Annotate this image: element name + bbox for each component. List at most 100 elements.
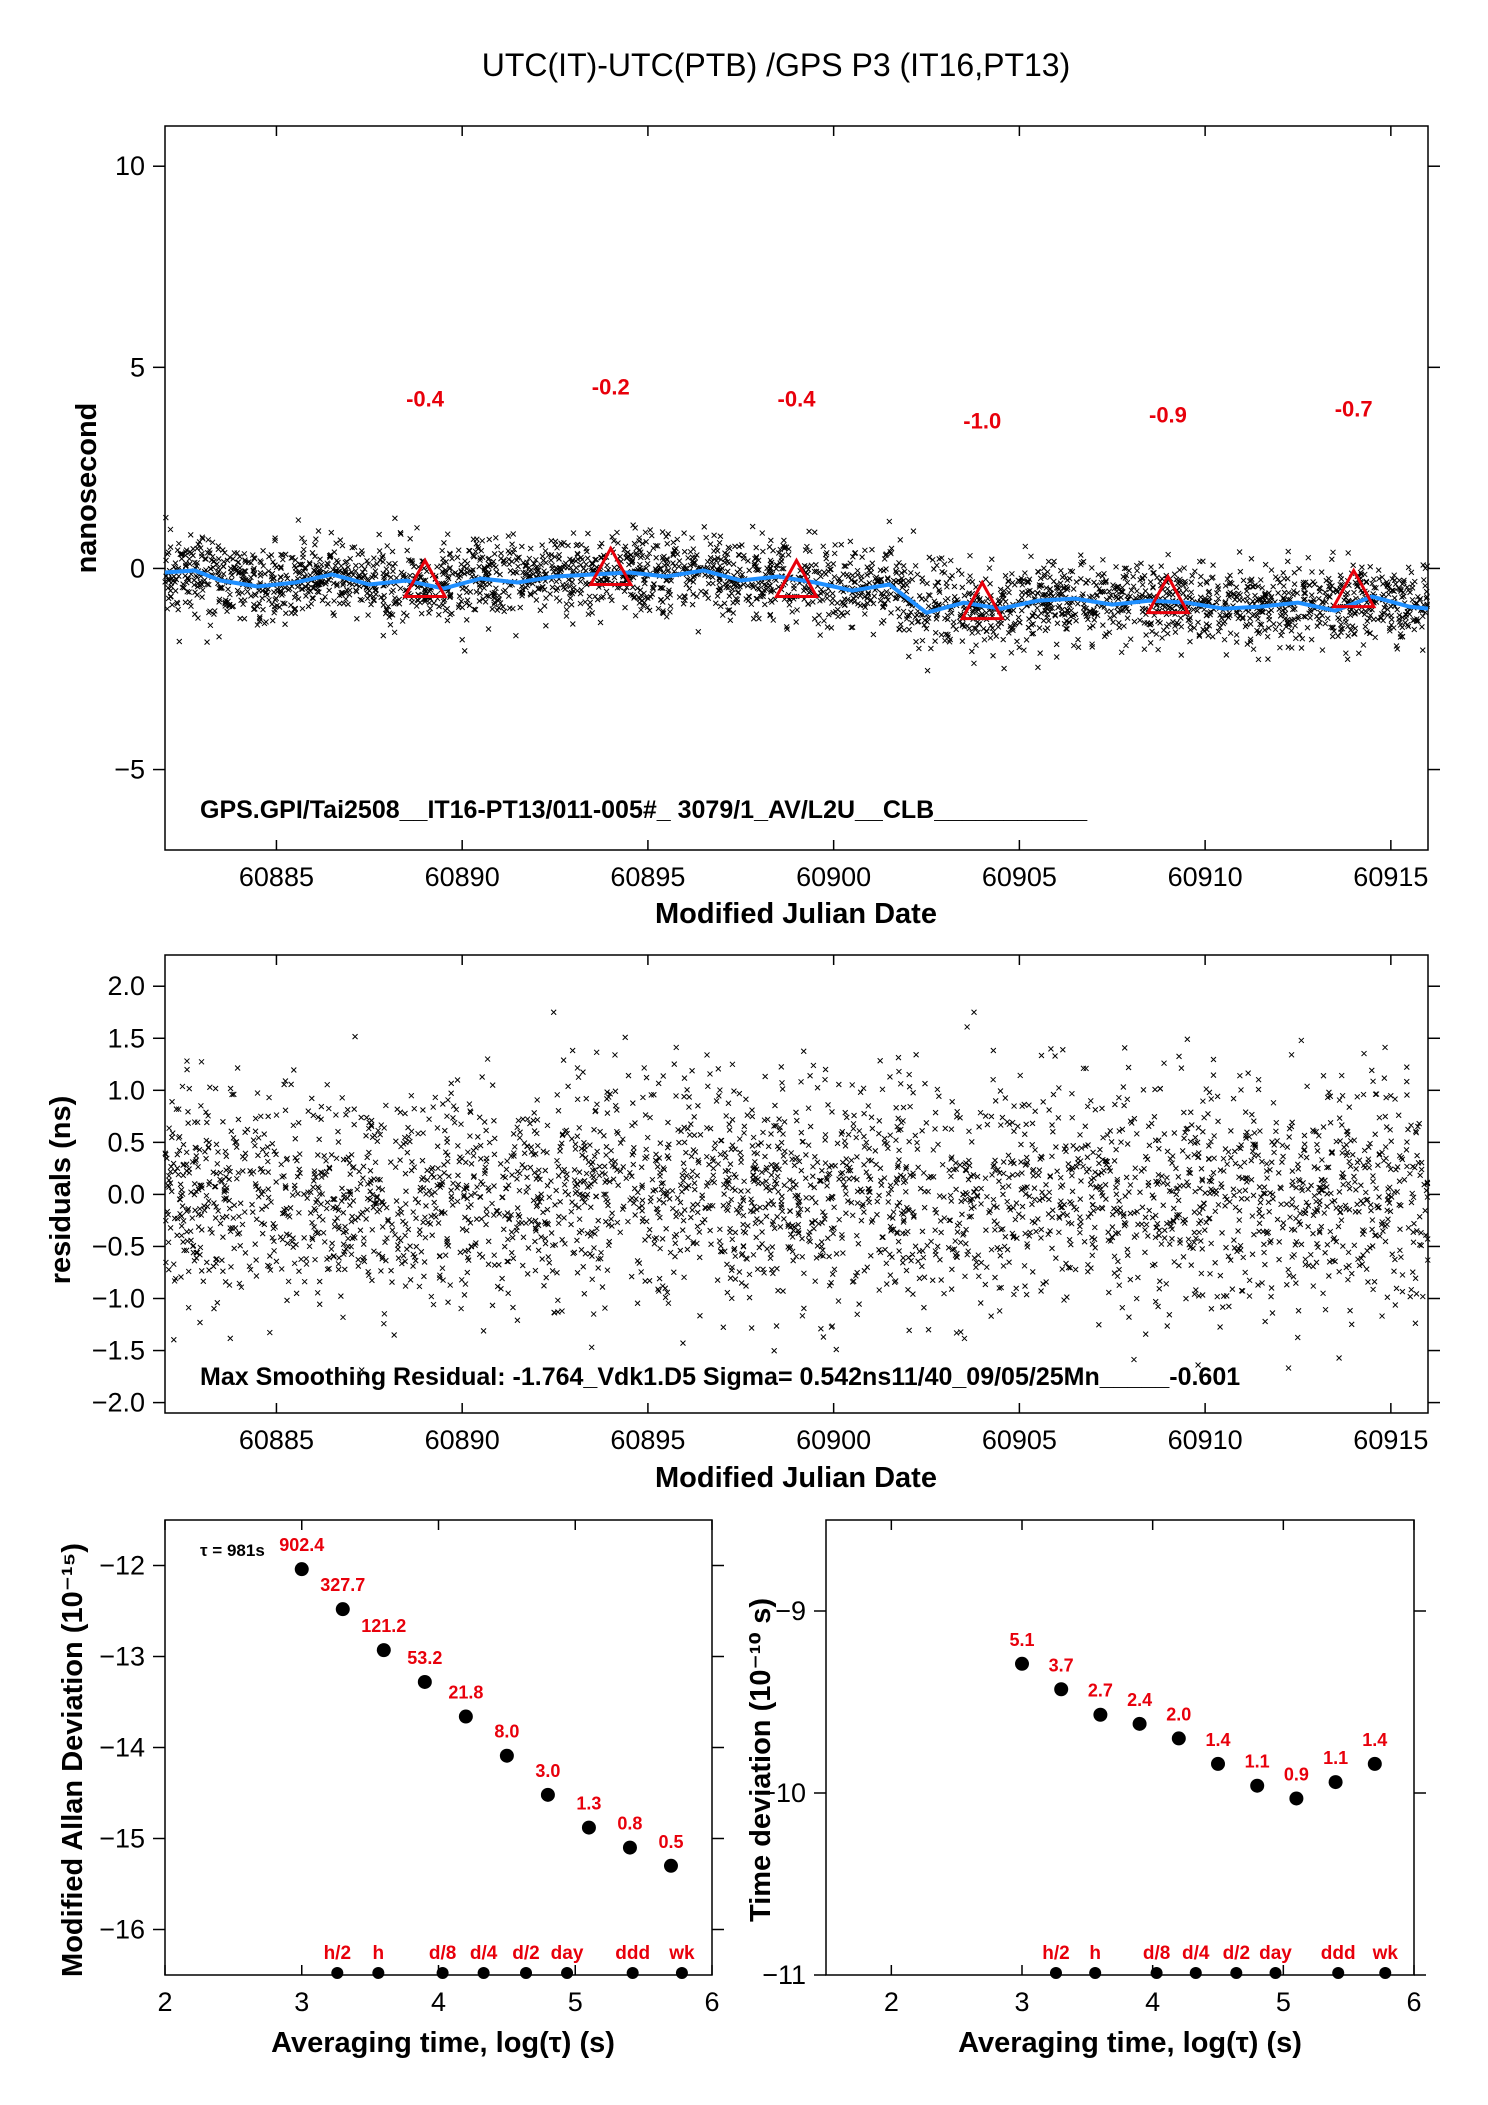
- data-point: [893, 563, 900, 570]
- residual-point: [408, 1092, 415, 1099]
- data-point: [1364, 628, 1370, 635]
- residual-point: [1156, 1285, 1163, 1292]
- data-point: [683, 581, 690, 588]
- data-point: [1240, 596, 1246, 603]
- data-point: [1277, 644, 1283, 651]
- data-point: [802, 547, 809, 553]
- data-point: [737, 583, 743, 590]
- residual-point: [1267, 1166, 1273, 1173]
- residual-point: [1371, 1278, 1378, 1285]
- residual-point: [630, 1161, 637, 1168]
- residual-point: [1095, 1153, 1102, 1160]
- residual-point: [976, 1124, 982, 1130]
- data-point: [644, 595, 651, 602]
- residual-point: [964, 1024, 970, 1030]
- data-point: [1035, 568, 1041, 575]
- residual-point: [914, 1146, 921, 1152]
- residual-point: [743, 1283, 749, 1289]
- data-point: [710, 562, 717, 569]
- residual-point: [474, 1184, 480, 1190]
- data-point: [933, 612, 940, 619]
- residual-point: [265, 1194, 272, 1201]
- residual-point: [504, 1258, 511, 1265]
- residual-point: [165, 1239, 172, 1246]
- residual-point: [1030, 1173, 1037, 1179]
- residual-point: [174, 1232, 180, 1239]
- data-point: [906, 612, 913, 619]
- data-point: [1221, 636, 1228, 643]
- residual-point: [822, 1137, 828, 1143]
- data-point: [1330, 549, 1336, 556]
- data-point: [753, 611, 760, 618]
- data-point: [271, 589, 277, 595]
- data-point: [299, 535, 305, 542]
- data-point: [1337, 581, 1344, 588]
- residual-point: [765, 1183, 771, 1190]
- data-point: [1352, 610, 1358, 616]
- data-point: [323, 578, 329, 585]
- residual-point: [845, 1167, 852, 1174]
- residual-point: [536, 1199, 543, 1205]
- residual-point: [1283, 1281, 1290, 1288]
- residual-point: [1192, 1287, 1199, 1293]
- residual-point: [1353, 1166, 1359, 1172]
- residual-point: [854, 1311, 861, 1318]
- data-point: [736, 543, 742, 550]
- data-point: [396, 600, 403, 607]
- residual-point: [977, 1109, 984, 1116]
- residual-point: [581, 1290, 588, 1297]
- residual-point: [523, 1189, 530, 1195]
- data-point: [1157, 578, 1164, 585]
- data-point: [282, 610, 289, 617]
- data-point: [303, 593, 309, 599]
- data-point: [1318, 569, 1325, 576]
- residual-point: [681, 1207, 688, 1213]
- residual-point: [1295, 1307, 1302, 1314]
- data-point: [759, 589, 766, 596]
- residual-point: [662, 1294, 669, 1301]
- residual-point: [1113, 1146, 1119, 1153]
- residual-point: [420, 1130, 426, 1136]
- residual-point: [363, 1216, 369, 1222]
- residual-point: [1116, 1128, 1123, 1134]
- residual-point: [748, 1325, 755, 1331]
- data-point: [1279, 628, 1286, 635]
- residual-point: [968, 1205, 975, 1212]
- data-point: [1351, 589, 1357, 596]
- data-point: [849, 624, 856, 631]
- data-point: [1255, 630, 1262, 637]
- data-point: [1141, 620, 1148, 626]
- data-point: [164, 605, 171, 612]
- residual-point: [1195, 1154, 1201, 1161]
- data-point: [711, 532, 717, 539]
- data-point: [745, 558, 751, 564]
- residual-point: [335, 1207, 342, 1214]
- residual-point: [273, 1151, 279, 1158]
- data-point: [1103, 596, 1110, 603]
- data-point: [914, 571, 921, 578]
- data-point: [1391, 595, 1398, 601]
- data-point: [553, 565, 560, 571]
- residual-point: [1346, 1262, 1352, 1269]
- residual-point: [659, 1236, 666, 1242]
- data-point: [447, 551, 453, 558]
- data-point: [163, 557, 169, 564]
- data-point: [824, 591, 831, 597]
- residual-point: [1093, 1183, 1100, 1190]
- data-point: [945, 634, 951, 640]
- data-point: [768, 589, 774, 595]
- residual-point: [1242, 1109, 1249, 1115]
- data-point: [835, 578, 842, 585]
- data-point: [384, 543, 391, 549]
- data-point: [1021, 647, 1027, 654]
- data-point: [954, 597, 961, 603]
- data-point: [847, 538, 854, 545]
- data-point: [434, 563, 440, 570]
- residual-point: [571, 1167, 578, 1173]
- residual-point: [212, 1183, 219, 1190]
- residual-point: [483, 1211, 490, 1218]
- data-point: [1176, 567, 1183, 573]
- data-point: [1420, 562, 1427, 568]
- residual-point: [1363, 1197, 1370, 1203]
- data-point: [1158, 563, 1165, 569]
